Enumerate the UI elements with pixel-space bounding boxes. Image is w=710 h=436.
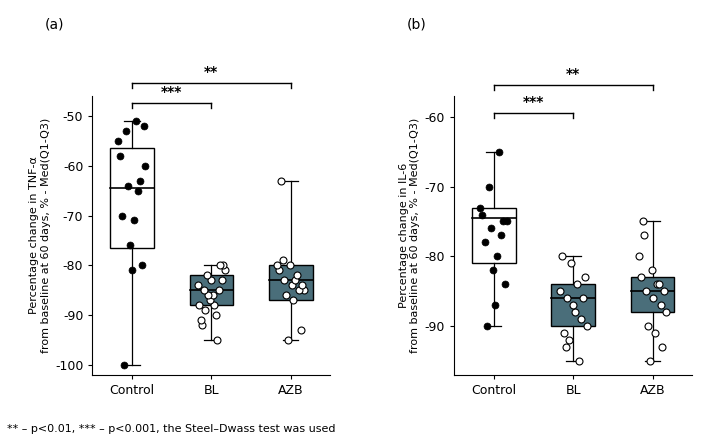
Bar [190,275,233,305]
Bar [269,266,312,300]
Bar [552,284,595,326]
Text: ***: *** [523,95,545,109]
Y-axis label: Percentage change in TNF-α
from baseline at 60 days, % - Med(Q1-Q3): Percentage change in TNF-α from baseline… [29,118,50,353]
Text: (b): (b) [407,18,426,32]
Bar [472,208,515,263]
Text: (a): (a) [45,18,64,32]
Text: **: ** [204,65,219,79]
Text: **: ** [566,67,580,81]
Bar [630,277,674,312]
Bar [110,148,154,248]
Y-axis label: Percentage change in IL-6
from baseline at 60 days, % - Med(Q1-Q3): Percentage change in IL-6 from baseline … [399,118,420,353]
Text: ***: *** [161,85,182,99]
Text: ** – p<0.01, *** – p<0.001, the Steel–Dwass test was used: ** – p<0.01, *** – p<0.001, the Steel–Dw… [7,424,336,434]
